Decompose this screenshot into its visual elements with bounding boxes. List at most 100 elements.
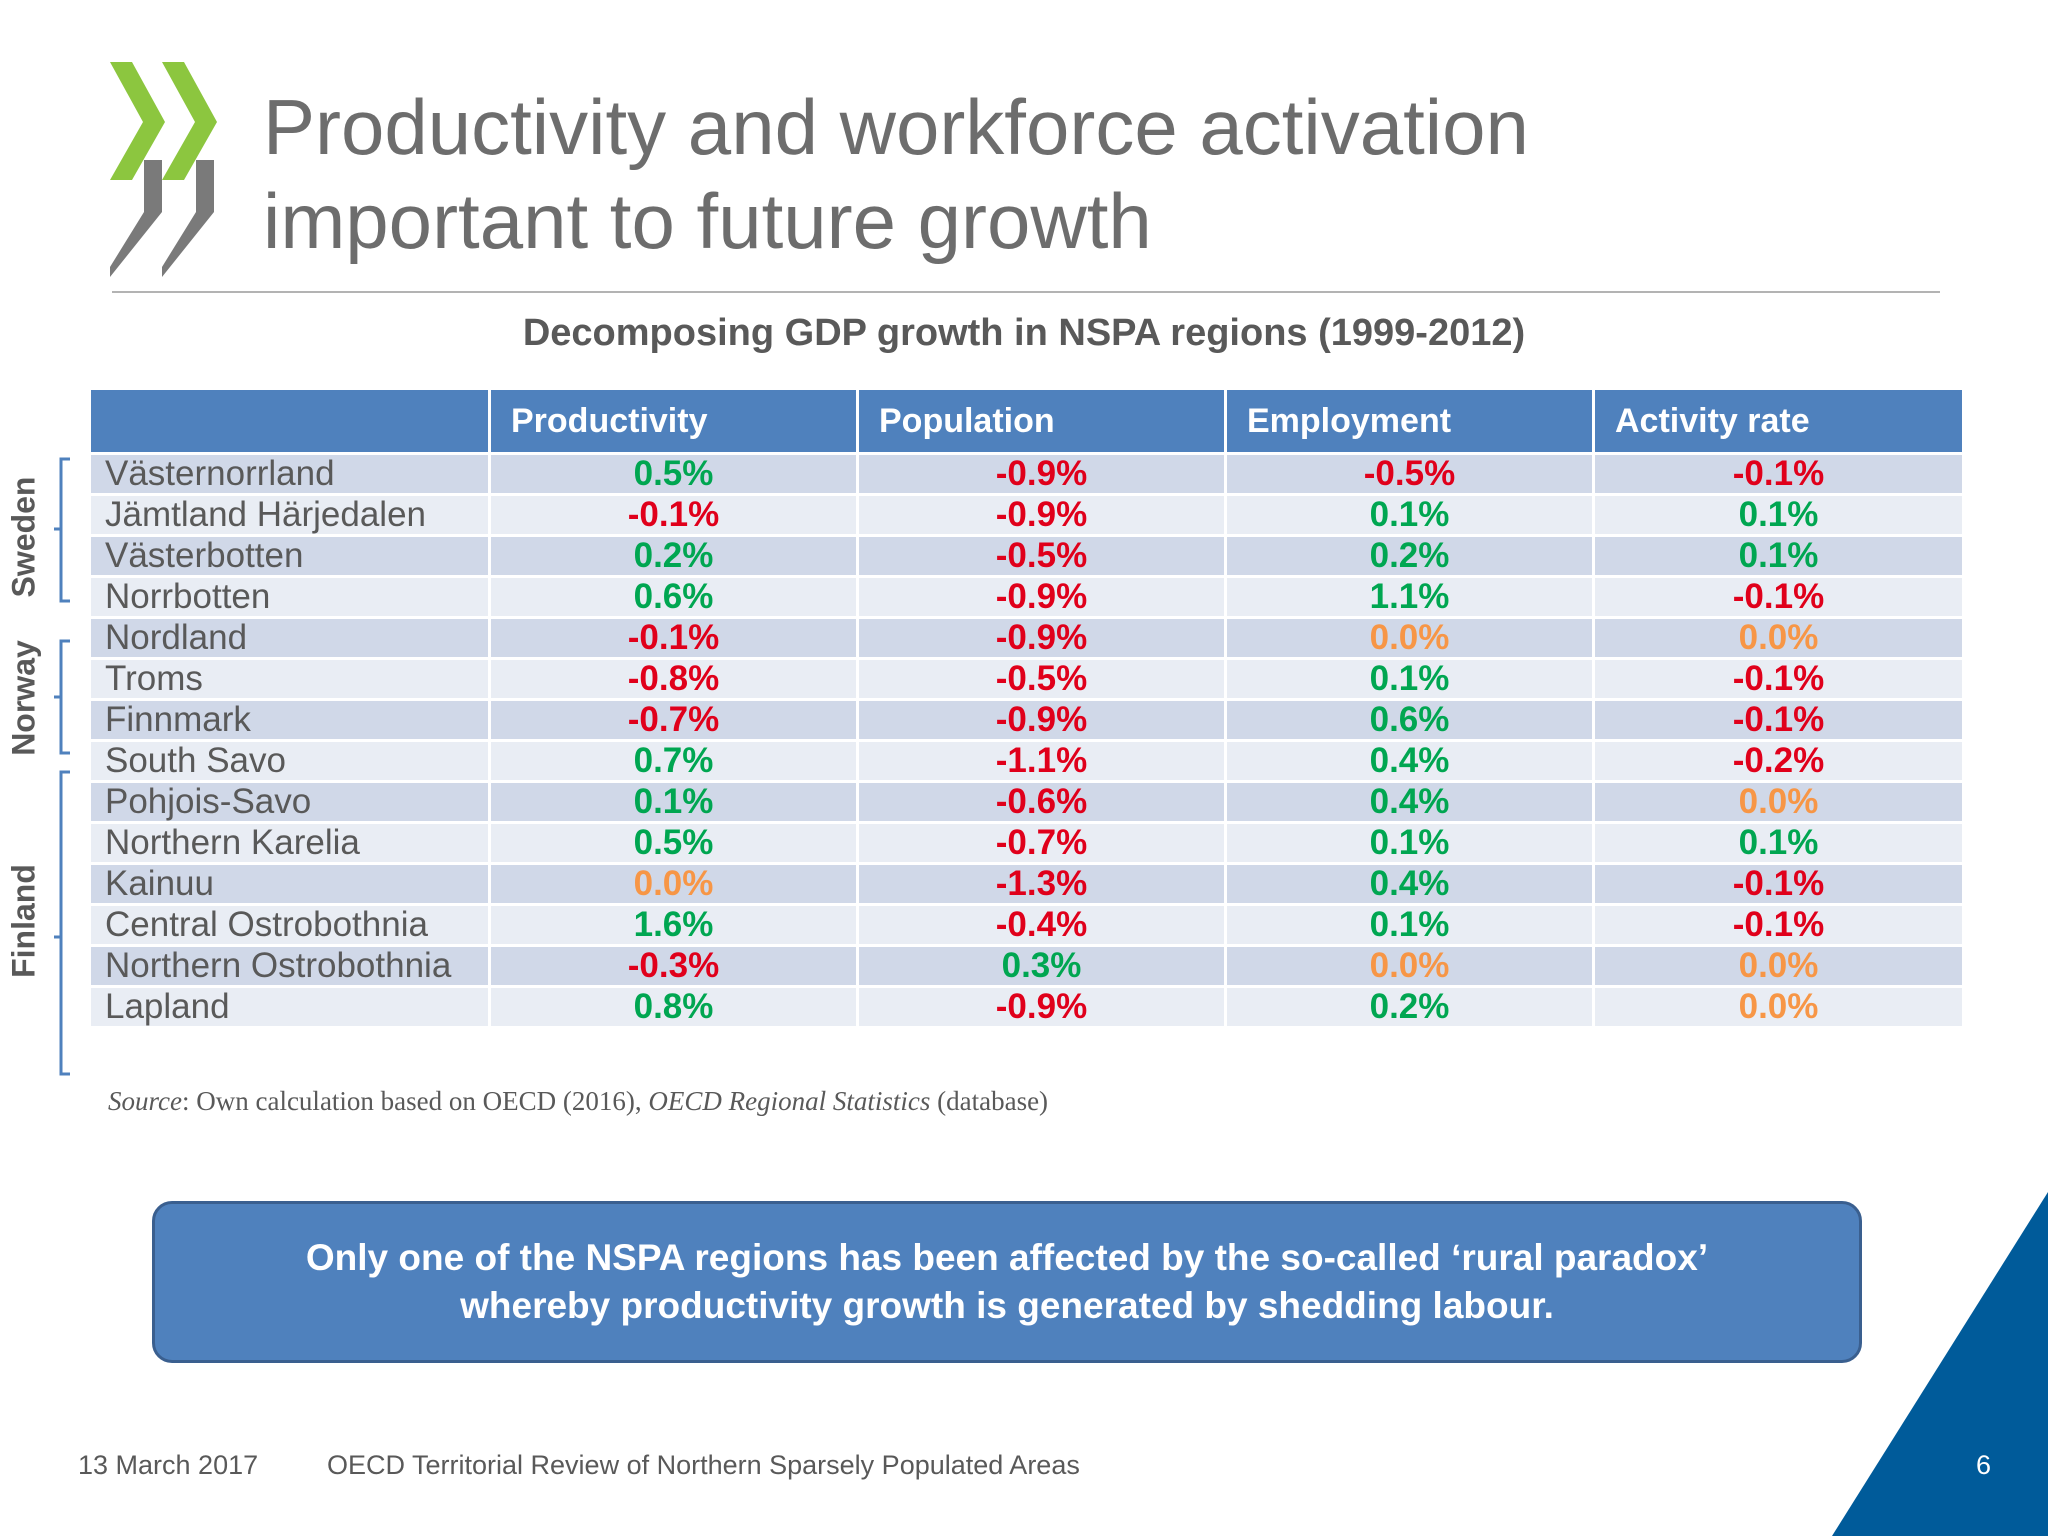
employment-value: 1.1% — [1224, 575, 1595, 619]
table-row: Finnmark -0.7% -0.9% 0.6% -0.1% — [88, 698, 1965, 742]
productivity-value: -0.1% — [488, 616, 859, 660]
source-note: Source: Own calculation based on OECD (2… — [108, 1086, 1048, 1117]
activity-rate-value: -0.1% — [1592, 575, 1965, 619]
key-message-box: Only one of the NSPA regions has been af… — [152, 1201, 1862, 1363]
source-database-name: OECD Regional Statistics — [648, 1086, 931, 1116]
region-name: Pohjois-Savo — [88, 780, 491, 824]
region-name: Troms — [88, 657, 491, 701]
region-name: Kainuu — [88, 862, 491, 906]
region-name: Jämtland Härjedalen — [88, 493, 491, 537]
productivity-value: 1.6% — [488, 903, 859, 947]
key-message-line-2: whereby productivity growth is generated… — [460, 1285, 1554, 1326]
population-value: -0.6% — [856, 780, 1227, 824]
slide-title: Productivity and workforce activation im… — [263, 80, 1529, 268]
header-region — [88, 387, 491, 455]
productivity-value: 0.1% — [488, 780, 859, 824]
table-row: Norrbotten 0.6% -0.9% 1.1% -0.1% — [88, 575, 1965, 619]
employment-value: 0.4% — [1224, 862, 1595, 906]
page-number: 6 — [1976, 1450, 1992, 1480]
activity-rate-value: 0.1% — [1592, 493, 1965, 537]
employment-value: 0.2% — [1224, 534, 1595, 578]
population-value: -1.3% — [856, 862, 1227, 906]
productivity-value: 0.5% — [488, 821, 859, 865]
region-name: Lapland — [88, 985, 491, 1029]
population-value: -1.1% — [856, 739, 1227, 783]
header-employment: Employment — [1224, 387, 1595, 455]
region-name: Norrbotten — [88, 575, 491, 619]
table-header-row: Productivity Population Employment Activ… — [88, 387, 1965, 455]
activity-rate-value: 0.0% — [1592, 944, 1965, 988]
key-message-line-1: Only one of the NSPA regions has been af… — [305, 1237, 1709, 1278]
table-row: Pohjois-Savo 0.1% -0.6% 0.4% 0.0% — [88, 780, 1965, 824]
header-productivity: Productivity — [488, 387, 859, 455]
table-row: Nordland -0.1% -0.9% 0.0% 0.0% — [88, 616, 1965, 660]
activity-rate-value: -0.2% — [1592, 739, 1965, 783]
oecd-logo-icon — [110, 62, 217, 277]
activity-rate-value: -0.1% — [1592, 657, 1965, 701]
footer-date: 13 March 2017 — [78, 1450, 259, 1480]
productivity-value: 0.5% — [488, 452, 859, 496]
productivity-value: -0.3% — [488, 944, 859, 988]
population-value: -0.5% — [856, 657, 1227, 701]
table-row: South Savo 0.7% -1.1% 0.4% -0.2% — [88, 739, 1965, 783]
table-row: Kainuu 0.0% -1.3% 0.4% -0.1% — [88, 862, 1965, 906]
table-subtitle: Decomposing GDP growth in NSPA regions (… — [522, 312, 1526, 354]
employment-value: -0.5% — [1224, 452, 1595, 496]
employment-value: 0.4% — [1224, 739, 1595, 783]
gdp-decomposition-table: Productivity Population Employment Activ… — [88, 387, 1965, 1029]
header-population: Population — [856, 387, 1227, 455]
employment-value: 0.1% — [1224, 657, 1595, 701]
source-text: : Own calculation based on OECD (2016), — [181, 1086, 649, 1116]
productivity-value: 0.0% — [488, 862, 859, 906]
population-value: -0.9% — [856, 575, 1227, 619]
norway-bracket — [54, 639, 70, 755]
region-name: Finnmark — [88, 698, 491, 742]
table-row: Jämtland Härjedalen -0.1% -0.9% 0.1% 0.1% — [88, 493, 1965, 537]
country-brackets — [54, 457, 70, 1076]
productivity-value: 0.2% — [488, 534, 859, 578]
region-name: Northern Karelia — [88, 821, 491, 865]
region-name: Västernorrland — [88, 452, 491, 496]
activity-rate-value: 0.1% — [1592, 821, 1965, 865]
activity-rate-value: 0.0% — [1592, 985, 1965, 1029]
region-name: Nordland — [88, 616, 491, 660]
sweden-bracket — [54, 457, 70, 603]
finland-bracket — [54, 770, 70, 1076]
table-row: Lapland 0.8% -0.9% 0.2% 0.0% — [88, 985, 1965, 1029]
activity-rate-value: -0.1% — [1592, 903, 1965, 947]
population-value: -0.4% — [856, 903, 1227, 947]
population-value: -0.9% — [856, 985, 1227, 1029]
activity-rate-value: -0.1% — [1592, 698, 1965, 742]
activity-rate-value: 0.1% — [1592, 534, 1965, 578]
slide-title-line-2: important to future growth — [263, 177, 1152, 265]
table-row: Västerbotten 0.2% -0.5% 0.2% 0.1% — [88, 534, 1965, 578]
header-activity-rate: Activity rate — [1592, 387, 1965, 455]
footer-title: OECD Territorial Review of Northern Spar… — [327, 1450, 1080, 1480]
source-label: Source — [108, 1086, 182, 1116]
population-value: -0.7% — [856, 821, 1227, 865]
activity-rate-value: -0.1% — [1592, 862, 1965, 906]
employment-value: 0.1% — [1224, 821, 1595, 865]
table-row: Northern Ostrobothnia -0.3% 0.3% 0.0% 0.0% — [88, 944, 1965, 988]
productivity-value: 0.7% — [488, 739, 859, 783]
employment-value: 0.1% — [1224, 493, 1595, 537]
region-name: South Savo — [88, 739, 491, 783]
employment-value: 0.0% — [1224, 944, 1595, 988]
activity-rate-value: -0.1% — [1592, 452, 1965, 496]
table-row: Troms -0.8% -0.5% 0.1% -0.1% — [88, 657, 1965, 701]
population-value: -0.9% — [856, 452, 1227, 496]
table-row: Central Ostrobothnia 1.6% -0.4% 0.1% -0.1% — [88, 903, 1965, 947]
activity-rate-value: 0.0% — [1592, 780, 1965, 824]
population-value: -0.5% — [856, 534, 1227, 578]
employment-value: 0.6% — [1224, 698, 1595, 742]
table-row: Västernorrland 0.5% -0.9% -0.5% -0.1% — [88, 452, 1965, 496]
population-value: 0.3% — [856, 944, 1227, 988]
population-value: -0.9% — [856, 493, 1227, 537]
region-name: Northern Ostrobothnia — [88, 944, 491, 988]
employment-value: 0.1% — [1224, 903, 1595, 947]
productivity-value: -0.1% — [488, 493, 859, 537]
slide-title-line-1: Productivity and workforce activation — [263, 83, 1529, 171]
productivity-value: -0.8% — [488, 657, 859, 701]
region-name: Västerbotten — [88, 534, 491, 578]
employment-value: 0.4% — [1224, 780, 1595, 824]
